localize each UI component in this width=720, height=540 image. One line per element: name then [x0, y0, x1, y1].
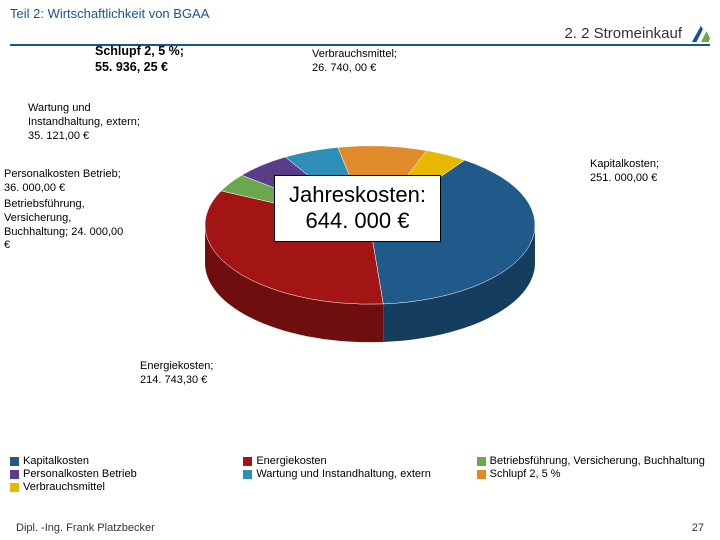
legend-swatch [10, 470, 19, 479]
breadcrumb: Teil 2: Wirtschaftlichkeit von BGAA [0, 0, 720, 23]
legend: KapitalkostenPersonalkosten BetriebVerbr… [10, 454, 710, 494]
legend-swatch [477, 470, 486, 479]
legend-text: Personalkosten Betrieb [23, 468, 137, 480]
legend-column: Betriebsführung, Versicherung, Buchhaltu… [477, 454, 710, 494]
slice-label-wartung: Wartung undInstandhaltung, extern;35. 12… [28, 102, 140, 143]
legend-text: Wartung und Instandhaltung, extern [256, 468, 431, 480]
center-line1: Jahreskosten: [289, 182, 426, 207]
legend-item-personal: Personalkosten Betrieb [10, 468, 243, 480]
legend-item-betrieb: Betriebsführung, Versicherung, Buchhaltu… [477, 455, 710, 467]
legend-swatch [10, 483, 19, 492]
center-total-box: Jahreskosten: 644. 000 € [274, 175, 441, 242]
legend-text: Energiekosten [256, 455, 326, 467]
section-bar: 2. 2 Stromeinkauf [10, 23, 710, 46]
legend-item-verbrauch: Verbrauchsmittel [10, 481, 243, 493]
legend-text: Betriebsführung, Versicherung, Buchhaltu… [490, 455, 705, 467]
legend-swatch [243, 470, 252, 479]
slice-label-personal: Personalkosten Betrieb;36. 000,00 € [4, 168, 121, 196]
slice-label-kapital: Kapitalkosten;251. 000,00 € [590, 158, 659, 186]
legend-text: Schlupf 2, 5 % [490, 468, 561, 480]
slice-label-energie: Energiekosten;214. 743,30 € [140, 360, 213, 388]
legend-column: EnergiekostenWartung und Instandhaltung,… [243, 454, 476, 494]
legend-swatch [477, 457, 486, 466]
slice-label-verbrauch: Verbrauchsmittel;26. 740, 00 € [312, 48, 397, 76]
logo-icon [690, 22, 712, 44]
pie-chart: Jahreskosten: 644. 000 € Schlupf 2, 5 %;… [10, 50, 710, 450]
section-title: 2. 2 Stromeinkauf [564, 25, 710, 42]
legend-item-wartung: Wartung und Instandhaltung, extern [243, 468, 476, 480]
footer-author: Dipl. -Ing. Frank Platzbecker [16, 522, 155, 534]
footer: Dipl. -Ing. Frank Platzbecker 27 [0, 522, 720, 534]
legend-text: Verbrauchsmittel [23, 481, 105, 493]
footer-page: 27 [692, 522, 704, 534]
slice-label-schlupf: Schlupf 2, 5 %;55. 936, 25 € [95, 44, 184, 75]
legend-swatch [10, 457, 19, 466]
legend-column: KapitalkostenPersonalkosten BetriebVerbr… [10, 454, 243, 494]
legend-swatch [243, 457, 252, 466]
center-line2: 644. 000 € [305, 208, 409, 233]
legend-item-kapital: Kapitalkosten [10, 455, 243, 467]
slice-label-betrieb: Betriebsführung,Versicherung,Buchhaltung… [4, 198, 123, 253]
legend-text: Kapitalkosten [23, 455, 89, 467]
legend-item-schlupf: Schlupf 2, 5 % [477, 468, 710, 480]
legend-item-energie: Energiekosten [243, 455, 476, 467]
